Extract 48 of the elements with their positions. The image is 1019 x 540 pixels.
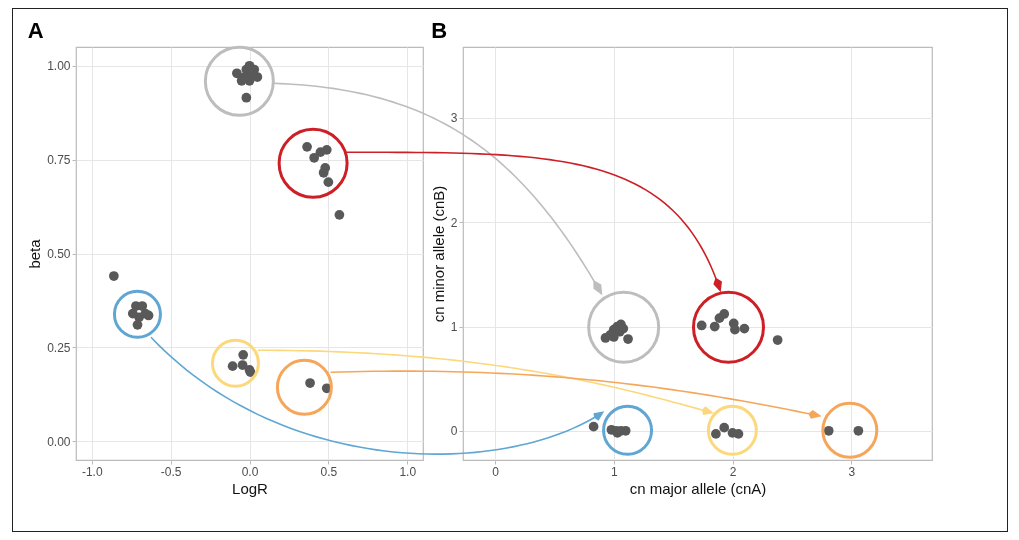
point bbox=[588, 421, 599, 432]
y-tick-label: 1 bbox=[450, 320, 458, 335]
x-tick-label: 0 bbox=[492, 464, 500, 479]
point bbox=[309, 152, 320, 163]
x-tick-label: 2 bbox=[729, 464, 737, 479]
point bbox=[108, 271, 119, 281]
y-tick-label: 2 bbox=[450, 215, 458, 230]
x-axis-title: LogR bbox=[232, 479, 269, 497]
x-tick-label: 1.0 bbox=[399, 464, 417, 479]
point bbox=[238, 350, 249, 360]
point bbox=[241, 92, 252, 103]
y-tick-label: 1.00 bbox=[47, 59, 71, 74]
x-tick-label: -0.5 bbox=[160, 464, 182, 479]
point bbox=[302, 142, 312, 152]
point bbox=[739, 323, 750, 334]
x-tick-label: -1.0 bbox=[81, 464, 103, 479]
point bbox=[696, 320, 707, 331]
x-tick-label: 3 bbox=[848, 464, 856, 479]
y-tick-label: 0.50 bbox=[47, 247, 71, 261]
point bbox=[853, 425, 864, 436]
x-tick-label: 0.5 bbox=[320, 464, 338, 479]
point bbox=[232, 68, 242, 79]
point bbox=[323, 177, 334, 188]
point bbox=[227, 361, 238, 371]
y-tick-label: 0 bbox=[450, 424, 458, 439]
y-tick-label: 0.25 bbox=[47, 340, 71, 355]
point bbox=[237, 360, 248, 370]
x-tick-label: 0.0 bbox=[241, 464, 259, 479]
point bbox=[711, 429, 721, 439]
point bbox=[623, 334, 633, 344]
point bbox=[321, 145, 332, 155]
point bbox=[305, 378, 315, 388]
y-tick-label: 0.00 bbox=[47, 434, 71, 449]
point bbox=[772, 335, 783, 345]
y-axis-title: cn minor allele (cnB) bbox=[429, 185, 447, 323]
y-tick-label: 3 bbox=[450, 111, 458, 126]
point bbox=[823, 425, 834, 436]
point bbox=[709, 321, 720, 332]
chart-title: A bbox=[27, 18, 44, 43]
point bbox=[719, 422, 730, 433]
y-axis-title: beta bbox=[26, 238, 44, 269]
y-tick-label: 0.75 bbox=[47, 153, 71, 168]
point bbox=[132, 319, 143, 330]
x-tick-label: 1 bbox=[610, 464, 618, 479]
chart-title: B bbox=[431, 18, 448, 43]
x-axis-title: cn major allele (cnA) bbox=[629, 479, 767, 497]
point bbox=[719, 309, 730, 319]
point bbox=[334, 209, 345, 220]
